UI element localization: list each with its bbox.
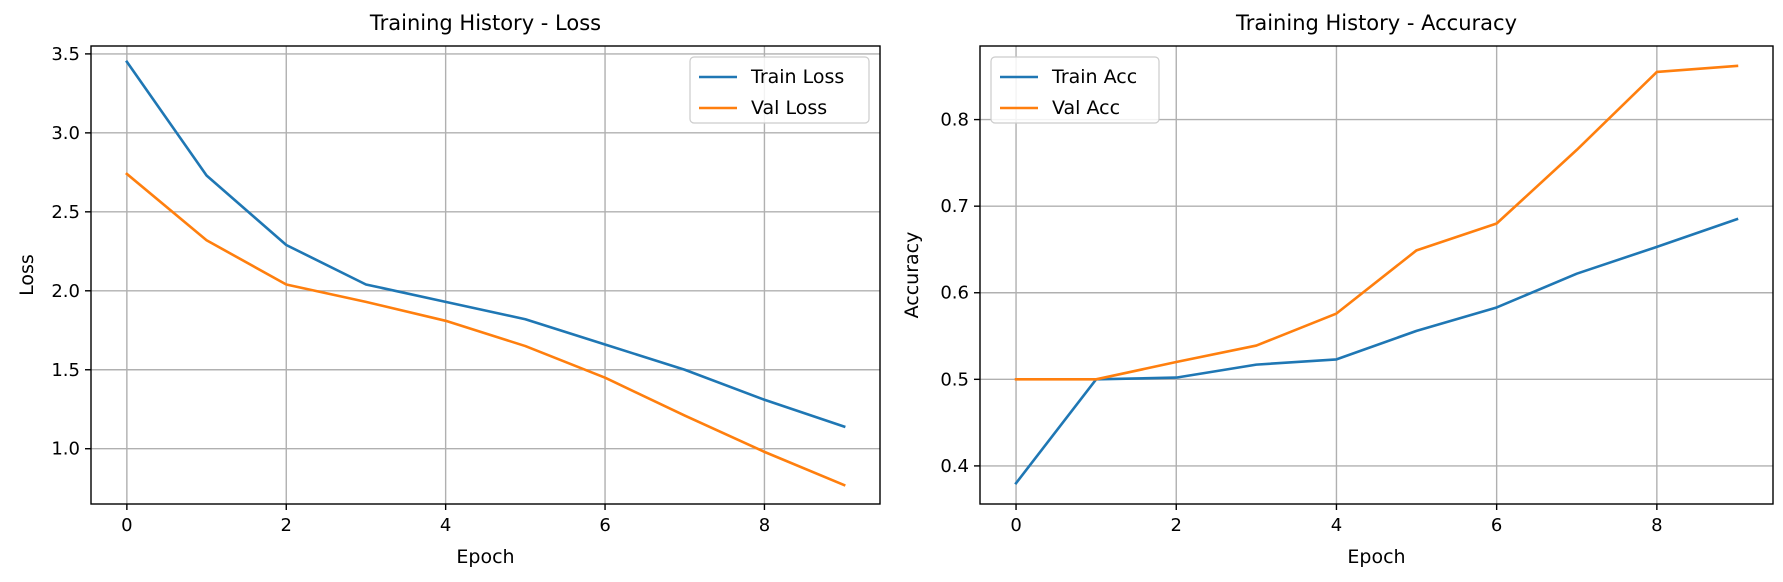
y-tick-label: 1.0	[51, 439, 80, 460]
y-axis-label: Accuracy	[901, 232, 923, 319]
y-tick-label: 0.7	[940, 196, 969, 217]
y-tick-label: 0.5	[940, 369, 969, 390]
accuracy-chart-panel: 0 2 4 6 8 0.4 0.5 0.6 0.7 0.8 Training History - A…	[901, 11, 1774, 568]
y-tick-label: 2.5	[51, 202, 80, 223]
series-line-val-loss	[125, 172, 846, 487]
y-tick-label: 3.5	[51, 44, 80, 65]
accuracy-legend: Train Acc Val Acc	[990, 56, 1160, 124]
y-tick-label: 0.8	[940, 110, 969, 131]
plot-frame	[979, 45, 1774, 505]
legend-entry-label: Train Acc	[1051, 66, 1137, 88]
loss-chart-title: Training History - Loss	[369, 11, 601, 35]
legend-entry-label: Train Loss	[750, 66, 844, 88]
accuracy-chart-title: Training History - Accuracy	[1235, 11, 1517, 35]
series-line-train-acc	[1014, 217, 1739, 486]
x-tick-label: 2	[1171, 515, 1182, 536]
x-tick-label: 8	[759, 515, 770, 536]
loss-chart-panel: 0 2 4 6 8 1.0 1.5 2.0 2.5 3.0 3.5 Training History …	[16, 11, 881, 568]
y-axis-label: Loss	[16, 254, 38, 296]
x-axis-label: Epoch	[1347, 546, 1405, 568]
x-axis-label: Epoch	[456, 546, 514, 568]
loss-legend: Train Loss Val Loss	[689, 56, 870, 124]
x-tick-label: 4	[440, 515, 451, 536]
x-tick-label: 0	[1010, 515, 1021, 536]
legend-box	[689, 56, 870, 124]
legend-box	[990, 56, 1160, 124]
x-tick-label: 6	[599, 515, 610, 536]
y-tick-label: 2.0	[51, 281, 80, 302]
x-tick-label: 6	[1491, 515, 1502, 536]
plot-frame	[90, 45, 881, 505]
y-tick-label: 0.4	[940, 456, 969, 477]
y-tick-label: 3.0	[51, 123, 80, 144]
legend-entry-label: Val Acc	[1052, 97, 1120, 119]
x-tick-label: 4	[1331, 515, 1342, 536]
legend-entry-label: Val Loss	[751, 97, 827, 119]
x-tick-label: 8	[1651, 515, 1662, 536]
series-line-train-loss	[125, 59, 846, 429]
y-tick-label: 1.5	[51, 360, 80, 381]
y-tick-label: 0.6	[940, 283, 969, 304]
series-line-val-acc	[1014, 64, 1739, 381]
x-tick-label: 2	[281, 515, 292, 536]
x-tick-label: 0	[121, 515, 132, 536]
